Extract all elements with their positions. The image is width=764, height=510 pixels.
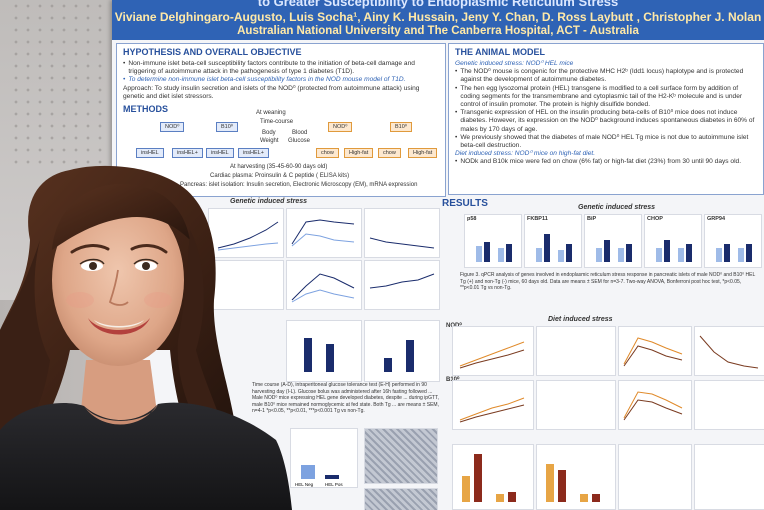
label-at-weaning: At weaning bbox=[256, 110, 286, 116]
diet-plot-lines bbox=[459, 335, 759, 502]
genetic-plot-lines bbox=[217, 219, 435, 372]
node-hf-1: High-fat bbox=[344, 148, 374, 158]
panel-diet-g bbox=[618, 380, 692, 430]
node-hf-2: High-fat bbox=[408, 148, 438, 158]
label-glucose: Glucose bbox=[288, 138, 311, 144]
insulin-content-panel: HEL Neg HEL Pos bbox=[290, 428, 358, 488]
methods-flowchart: NOD⁰ B10⁰ insHEL insHEL+ insHEL insHEL+ … bbox=[120, 110, 442, 196]
figure-left-caption: Time course (A-D), intraperitoneal gluco… bbox=[252, 382, 439, 414]
label-hel-neg: HEL Neg bbox=[295, 482, 314, 487]
hair-fringe bbox=[52, 183, 190, 250]
node-b10-diet: B10⁰ bbox=[390, 122, 412, 132]
gene-panel-fkbp11: FKBP11 bbox=[524, 214, 582, 268]
gene-panel-p58: p58 bbox=[464, 214, 522, 268]
hypothesis-heading: HYPOTHESIS AND OVERALL OBJECTIVE bbox=[123, 47, 302, 57]
em-image-2 bbox=[364, 488, 438, 510]
animal-model-p3: • Transgenic expression of HEL on the ins… bbox=[455, 109, 755, 133]
animal-model-p2: • The hen egg lysozomal protein (HEL) tra… bbox=[455, 84, 743, 109]
em-image-1 bbox=[364, 428, 438, 484]
label-pancreas: Pancreas: islet isolation: Insulin secre… bbox=[180, 182, 418, 188]
panel-f bbox=[364, 208, 440, 258]
node-b10: B10⁰ bbox=[216, 122, 238, 132]
label-plasma: Cardiac plasma: Proinsulin & C peptide (… bbox=[210, 173, 350, 179]
label-time-course: Time-course bbox=[260, 119, 294, 125]
poster-banner: to Greater Susceptibility to Endoplasmic… bbox=[112, 0, 764, 40]
poster-institutions: Australian National University and The C… bbox=[237, 25, 639, 37]
panel-g bbox=[286, 260, 362, 310]
poster-title: to Greater Susceptibility to Endoplasmic… bbox=[257, 0, 619, 9]
qpcr-panels: p58 FKBP11 BiP CHOP GRP94 bbox=[464, 214, 764, 268]
qpcr-bars bbox=[476, 234, 752, 262]
label-weight: Weight bbox=[260, 138, 279, 144]
neck bbox=[80, 360, 158, 420]
animal-model-p4: • We previously showed that the diabetes … bbox=[455, 133, 749, 150]
animal-model-p5: • NODk and B10k mice were fed on chow (6%… bbox=[455, 158, 742, 166]
eyebrow-right bbox=[130, 244, 168, 254]
animal-model-sub-1: Genetic induced stress: NOD⁰ HEL mice bbox=[455, 60, 574, 67]
hypothesis-box: HYPOTHESIS AND OVERALL OBJECTIVE • Non-im… bbox=[116, 43, 446, 197]
label-body: Body bbox=[262, 130, 276, 136]
node-ins-2: insHEL+ bbox=[172, 148, 203, 158]
animal-model-box: THE ANIMAL MODEL Genetic induced stress:… bbox=[448, 43, 764, 195]
node-chow-2: chow bbox=[378, 148, 401, 158]
genetic-stress-title-right: Genetic induced stress bbox=[578, 204, 656, 211]
hair-right-side bbox=[177, 230, 224, 430]
hypothesis-bullet-1: • Non-immune islet beta-cell susceptibili… bbox=[123, 60, 415, 76]
mouth bbox=[88, 318, 150, 335]
animal-model-p1: • The NOD⁰ mouse is congenic for the prot… bbox=[455, 68, 744, 84]
poster-authors: Viviane Delghingaro-Augusto, Luis Socha¹… bbox=[114, 10, 762, 24]
label-blood: Blood bbox=[292, 130, 308, 136]
panel-diet-h bbox=[694, 380, 764, 430]
gene-panel-bip: BiP bbox=[584, 214, 642, 268]
node-nod: NOD⁰ bbox=[160, 122, 185, 132]
panel-diet-c bbox=[452, 380, 534, 430]
panel-diet-d bbox=[536, 380, 616, 430]
teeth bbox=[94, 320, 144, 328]
face bbox=[52, 194, 184, 366]
panel-k bbox=[286, 320, 362, 382]
panel-h bbox=[364, 260, 440, 310]
node-nod-diet: NOD⁰ bbox=[328, 122, 353, 132]
panel-d bbox=[208, 260, 284, 310]
gene-panel-grp94: GRP94 bbox=[704, 214, 762, 268]
hair-left-side bbox=[0, 240, 50, 450]
node-ins-4: insHEL+ bbox=[238, 148, 269, 158]
genetic-stress-title: Genetic induced stress bbox=[230, 198, 308, 205]
node-ins-3: insHEL bbox=[206, 148, 234, 158]
woman-portrait bbox=[0, 165, 292, 510]
genetic-result-panels bbox=[208, 208, 444, 388]
panel-diet-l bbox=[694, 444, 764, 510]
node-chow-1: chow bbox=[316, 148, 339, 158]
panel-diet-b bbox=[536, 326, 616, 376]
hypothesis-bullet-2: • To determine non-immune islet beta-cell… bbox=[123, 76, 406, 84]
methods-heading: METHODS bbox=[123, 104, 168, 115]
nose bbox=[108, 269, 129, 306]
node-ins-1: insHEL bbox=[136, 148, 164, 158]
panel-l bbox=[364, 320, 440, 382]
label-hel-pos: HEL Pos bbox=[325, 482, 343, 487]
hypothesis-approach: Approach: To study insulin secretion and… bbox=[123, 84, 420, 100]
gene-panel-chop: CHOP bbox=[644, 214, 702, 268]
diet-stress-title: Diet induced stress bbox=[548, 316, 613, 323]
label-at-harvest: At harvesting (35-45-60-90 days old) bbox=[230, 164, 328, 170]
animal-model-sub-2: Diet induced stress: NOD⁰ mice on high-f… bbox=[455, 150, 596, 158]
animal-model-heading: THE ANIMAL MODEL bbox=[455, 47, 545, 57]
poster-board-edge bbox=[0, 0, 112, 300]
eyebrow-left bbox=[70, 244, 110, 254]
black-top bbox=[0, 402, 292, 510]
figure-3-caption: Figure 3. qPCR analysis of genes involve… bbox=[460, 272, 756, 291]
results-heading: RESULTS bbox=[442, 198, 488, 209]
